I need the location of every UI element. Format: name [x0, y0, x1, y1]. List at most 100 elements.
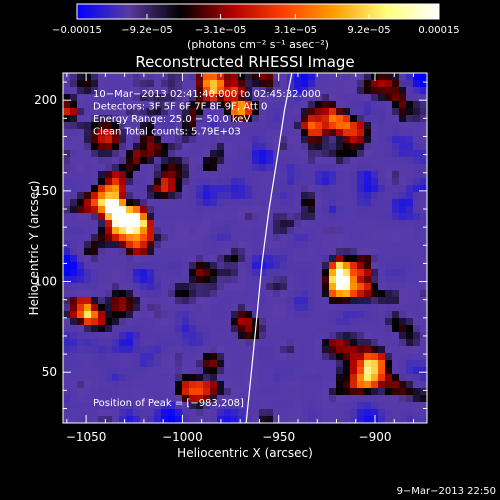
heatmap-cell — [357, 353, 365, 361]
heatmap-cell — [224, 255, 232, 263]
heatmap-cell — [175, 325, 183, 333]
heatmap-cell — [385, 367, 393, 375]
heatmap-cell — [322, 409, 330, 417]
heatmap-cell — [84, 297, 92, 305]
heatmap-cell — [392, 339, 400, 347]
heatmap-cell — [98, 311, 106, 319]
heatmap-cell — [273, 87, 281, 95]
heatmap-cell — [350, 269, 358, 277]
heatmap-cell — [126, 234, 134, 242]
heatmap-cell — [406, 185, 414, 193]
heatmap-cell — [350, 101, 358, 109]
heatmap-cell — [406, 318, 414, 326]
heatmap-cell — [399, 318, 407, 326]
heatmap-cell — [273, 416, 281, 423]
heatmap-cell — [280, 199, 288, 207]
heatmap-cell — [399, 178, 407, 186]
heatmap-cell — [203, 136, 211, 144]
heatmap-cell — [154, 409, 162, 417]
heatmap-cell — [84, 213, 92, 221]
heatmap-cell — [273, 129, 281, 137]
heatmap-cell — [385, 143, 393, 151]
heatmap-cell — [133, 206, 141, 214]
heatmap-cell — [119, 164, 127, 172]
heatmap-cell — [343, 164, 351, 172]
heatmap-cell — [140, 143, 148, 151]
heatmap-cell — [217, 227, 225, 235]
heatmap-cell — [322, 332, 330, 340]
heatmap-cell — [280, 94, 288, 102]
heatmap-cell — [133, 269, 141, 277]
heatmap-cell — [350, 199, 358, 207]
heatmap-cell — [168, 374, 176, 382]
heatmap-cell — [133, 171, 141, 179]
heatmap-cell — [399, 409, 407, 417]
heatmap-cell — [357, 143, 365, 151]
heatmap-cell — [77, 171, 85, 179]
heatmap-cell — [196, 227, 204, 235]
heatmap-cell — [70, 276, 78, 284]
heatmap-cell — [308, 325, 316, 333]
heatmap-cell — [357, 297, 365, 305]
heatmap-cell — [294, 346, 302, 354]
heatmap-cell — [98, 416, 106, 423]
heatmap-cell — [84, 276, 92, 284]
heatmap-cell — [245, 87, 253, 95]
heatmap-cell — [280, 220, 288, 228]
heatmap-cell — [308, 297, 316, 305]
heatmap-cell — [196, 360, 204, 368]
heatmap-cell — [357, 395, 365, 403]
heatmap-cell — [343, 304, 351, 312]
heatmap-cell — [406, 290, 414, 298]
heatmap-cell — [168, 122, 176, 130]
heatmap-cell — [126, 381, 134, 389]
heatmap-cell — [63, 220, 71, 228]
heatmap-cell — [385, 332, 393, 340]
heatmap-cell — [385, 395, 393, 403]
heatmap-cell — [350, 367, 358, 375]
heatmap-cell — [364, 276, 372, 284]
heatmap-cell — [287, 346, 295, 354]
heatmap-cell — [217, 255, 225, 263]
heatmap-cell — [182, 122, 190, 130]
heatmap-cell — [77, 178, 85, 186]
heatmap-cell — [182, 199, 190, 207]
heatmap-cell — [378, 206, 386, 214]
heatmap-cell — [231, 332, 239, 340]
heatmap-cell — [98, 318, 106, 326]
heatmap-cell — [385, 206, 393, 214]
heatmap-cell — [217, 234, 225, 242]
heatmap-cell — [210, 108, 218, 116]
heatmap-cell — [84, 290, 92, 298]
colorbar-unit-label: (photons cm⁻² s⁻¹ asec⁻²) — [187, 38, 329, 51]
heatmap-cell — [371, 332, 379, 340]
heatmap-cell — [154, 262, 162, 270]
heatmap-cell — [119, 318, 127, 326]
heatmap-cell — [70, 311, 78, 319]
heatmap-cell — [133, 339, 141, 347]
heatmap-cell — [98, 332, 106, 340]
heatmap-cell — [224, 304, 232, 312]
heatmap-cell — [406, 276, 414, 284]
heatmap-cell — [203, 129, 211, 137]
heatmap-cell — [189, 150, 197, 158]
heatmap-cell — [350, 178, 358, 186]
heatmap-cell — [266, 157, 274, 165]
heatmap-cell — [112, 213, 120, 221]
heatmap-cell — [315, 339, 323, 347]
heatmap-cell — [413, 213, 421, 221]
heatmap-cell — [350, 87, 358, 95]
heatmap-cell — [105, 318, 113, 326]
heatmap-cell — [161, 283, 169, 291]
colorbar — [76, 3, 440, 20]
heatmap-cell — [308, 73, 316, 81]
heatmap-cell — [196, 325, 204, 333]
heatmap-cell — [245, 199, 253, 207]
heatmap-cell — [77, 395, 85, 403]
heatmap-cell — [175, 353, 183, 361]
heatmap-cell — [224, 339, 232, 347]
heatmap-cell — [231, 213, 239, 221]
heatmap-cell — [252, 164, 260, 172]
heatmap-cell — [301, 157, 309, 165]
heatmap-cell — [140, 283, 148, 291]
